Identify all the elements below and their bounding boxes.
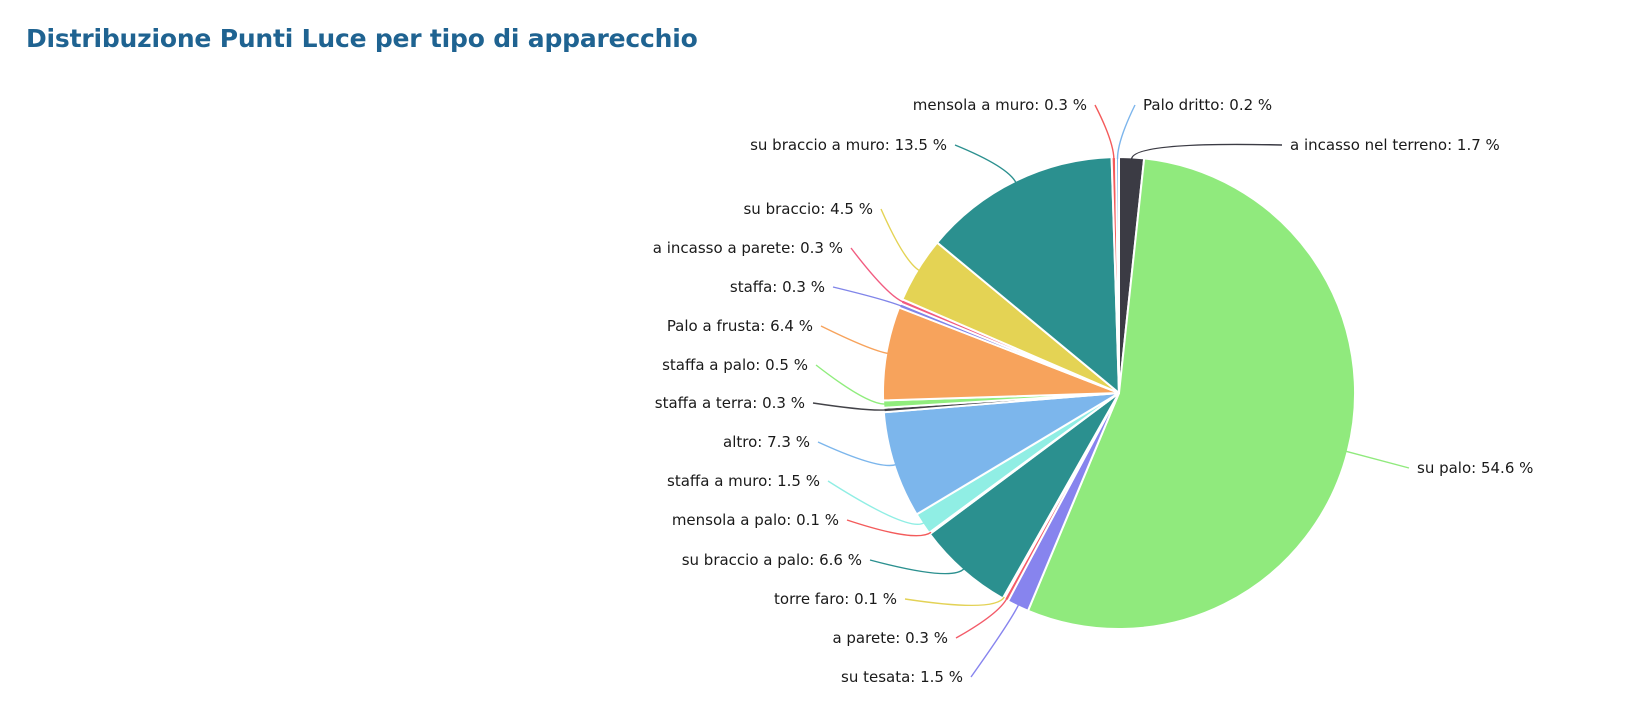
connector-staffa [832,286,902,307]
slice-label-su-braccio-a-palo: su braccio a palo: 6.6 % [682,551,862,569]
chart-title: Distribuzione Punti Luce per tipo di app… [26,24,698,53]
slice-label-staffa-a-palo: staffa a palo: 0.5 % [662,356,808,374]
connector-palo-a-frusta [820,325,889,355]
connector-mensola-a-palo [846,519,932,537]
connector-staffa-a-muro [827,480,925,525]
slice-label-su-braccio-a-muro: su braccio a muro: 13.5 % [750,136,947,154]
slice-label-mensola-a-palo: mensola a palo: 0.1 % [672,511,839,529]
connector-su-braccio-a-muro [954,144,1017,184]
slice-label-su-tesata: su tesata: 1.5 % [841,668,963,686]
connector-torre-faro [904,596,1005,607]
connector-altro [817,441,897,467]
connector-staffa-a-palo [815,364,886,405]
connector-palo-dritto [1116,104,1136,160]
connector-a-incasso-nel-terreno [1130,143,1283,160]
connector-su-braccio-a-palo [869,559,965,575]
label-connectors [812,104,1410,678]
slice-label-su-braccio: su braccio: 4.5 % [743,200,873,218]
slice-label-staffa-a-terra: staffa a terra: 0.3 % [655,394,805,412]
connector-mensola-a-muro [1094,104,1115,160]
slice-label-palo-dritto: Palo dritto: 0.2 % [1143,96,1272,114]
slice-label-a-parete: a parete: 0.3 % [832,629,948,647]
slice-label-altro: altro: 7.3 % [723,433,810,451]
connector-a-parete [955,598,1008,639]
connector-a-incasso-a-parete [850,247,904,303]
slice-label-palo-a-frusta: Palo a frusta: 6.4 % [667,317,813,335]
connector-su-braccio [880,208,920,272]
slice-label-staffa: staffa: 0.3 % [730,278,825,296]
slice-label-staffa-a-muro: staffa a muro: 1.5 % [667,472,820,490]
slice-labels: a incasso nel terreno: 1.7 % su palo: 54.… [653,96,1534,686]
slice-label-a-incasso-nel-terreno: a incasso nel terreno: 1.7 % [1290,136,1500,154]
slice-label-mensola-a-muro: mensola a muro: 0.3 % [913,96,1087,114]
connector-staffa-a-terra [812,402,886,411]
slice-label-a-incasso-a-parete: a incasso a parete: 0.3 % [653,239,843,257]
pie-slices [882,156,1356,630]
connector-su-palo [1345,450,1410,469]
slice-label-torre-faro: torre faro: 0.1 % [774,590,897,608]
slice-label-su-palo: su palo: 54.6 % [1417,459,1533,477]
connector-su-tesata [970,604,1020,678]
